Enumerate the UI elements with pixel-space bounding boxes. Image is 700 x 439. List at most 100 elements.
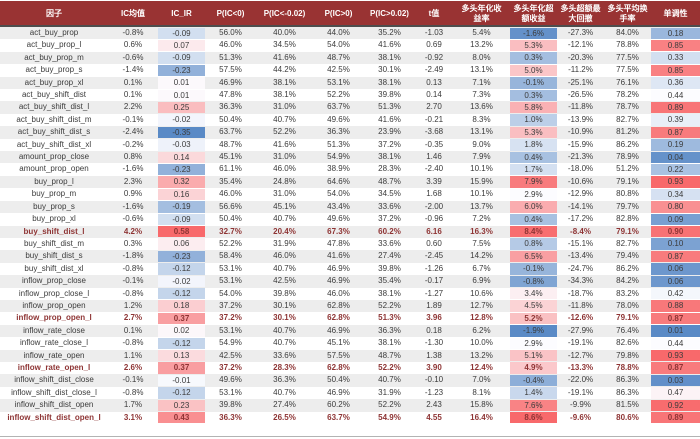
cell-value: 41.6% [378, 114, 401, 124]
cell-value: 37.2% [378, 214, 401, 224]
cell-value: 38.9% [327, 164, 350, 174]
cell-value: 76.1% [616, 77, 639, 87]
cell-value: 5.4% [472, 28, 491, 37]
cell-value: -0.35 [424, 139, 444, 149]
cell-value: 8.1% [472, 387, 491, 397]
cell-value: -19.1% [567, 338, 594, 348]
cell-heatmap-value: -0.01 [158, 374, 205, 387]
cell-value: -15.9% [567, 139, 594, 149]
cell-heatmap-value: 0.89 [651, 101, 700, 114]
cell-value: 51.3% [378, 313, 401, 323]
cell-value: 86.2% [616, 263, 639, 273]
cell-value: -12.6% [567, 313, 594, 323]
cell-heatmap-value: -1.9% [510, 325, 557, 337]
heatmap-swatch: 0.47 [651, 387, 700, 399]
cell-value: -1.8% [122, 251, 144, 261]
cell-value: -1.4% [122, 65, 144, 75]
cell-heatmap-value: -0.4% [510, 374, 557, 387]
cell-heatmap-value: 0.39 [651, 114, 700, 126]
cell-heatmap-value: 0.04 [651, 151, 700, 163]
cell-value: -12.1% [567, 40, 594, 50]
cell-heatmap-value: 0.01 [158, 89, 205, 101]
cell-value: 42.5% [219, 350, 242, 360]
table-row: act_buy_shift_dist_m -0.1% -0.02 50.4% 40.7%… [0, 113, 700, 127]
cell-value: 12.8% [470, 313, 493, 323]
cell-value: 15.8% [470, 400, 493, 410]
cell-value: 8.0% [472, 52, 491, 62]
cell-factor-name: inflow_prop_close [21, 276, 87, 286]
cell-factor-name: buy_shift_dist_m [23, 238, 85, 248]
cell-value: -19.1% [567, 387, 594, 397]
heatmap-swatch: -0.09 [158, 213, 205, 225]
heatmap-swatch: 0.07 [158, 39, 205, 52]
cell-value: 1.1% [123, 350, 143, 360]
cell-value: 78.7% [616, 102, 639, 112]
heatmap-swatch: 0.87 [651, 312, 700, 325]
heatmap-swatch: -0.8% [510, 275, 557, 288]
cell-value: 54.0% [327, 189, 350, 199]
heatmap-swatch: 0.25 [158, 101, 205, 114]
cell-factor-name: inflow_shift_dist_close_l [11, 387, 97, 397]
cell-value: 37.2% [219, 362, 242, 372]
cell-value: 38.1% [378, 77, 401, 87]
cell-value: 43.4% [327, 201, 350, 211]
heatmap-swatch: 0.01 [651, 325, 700, 337]
table-row: act_buy_prop_l 0.6% 0.07 46.0% 34.5% 54.0% 41.… [0, 39, 700, 52]
heatmap-swatch: 0.44 [651, 89, 700, 101]
cell-heatmap-value: 1.8% [510, 139, 557, 151]
cell-heatmap-value: 0.34 [651, 188, 700, 201]
cell-heatmap-value: 0.18 [651, 26, 700, 39]
cell-value: 46.0% [273, 251, 296, 261]
cell-value: 54.9% [378, 412, 401, 422]
cell-value: 46.9% [327, 387, 350, 397]
cell-value: 54.9% [219, 338, 242, 348]
table-row: act_buy_shift_dist_l 2.2% 0.25 36.3% 31.0% 63… [0, 101, 700, 114]
cell-value: -0.10 [424, 375, 444, 385]
cell-value: 36.3% [378, 325, 401, 335]
heatmap-swatch: -0.19 [158, 201, 205, 213]
cell-value: 46.0% [219, 189, 242, 199]
table-row: act_buy_shift_dist_s -2.4% -0.35 63.7% 52.2%… [0, 126, 700, 139]
cell-value: 40.0% [273, 28, 296, 37]
heatmap-swatch: 0.14 [158, 151, 205, 163]
heatmap-swatch: 5.3% [510, 126, 557, 139]
cell-value: 20.4% [273, 226, 296, 236]
cell-value: 36.3% [219, 102, 242, 112]
heatmap-swatch: 8.4% [510, 226, 557, 238]
cell-value: -0.17 [424, 276, 444, 286]
cell-value: -2.4% [122, 127, 144, 137]
cell-value: 47.8% [219, 90, 242, 100]
cell-value: 15.9% [470, 176, 493, 186]
cell-factor-name: act_buy_prop_l [26, 40, 82, 50]
heatmap-swatch: 0.85 [651, 64, 700, 77]
table-row: act_buy_prop_xl 0.1% 0.01 46.9% 38.1% 53.1% 38… [0, 76, 700, 90]
cell-heatmap-value: 0.44 [651, 337, 700, 350]
cell-value: -0.8% [122, 28, 144, 37]
cell-heatmap-value: 0.36 [651, 77, 700, 89]
cell-value: 81.2% [616, 127, 639, 137]
cell-value: 35.4% [219, 176, 242, 186]
table-row: buy_prop_s -1.6% -0.19 56.6% 45.1% 43.4% 33.6%… [0, 200, 700, 214]
cell-value: 14.2% [470, 251, 493, 261]
cell-value: -24.7% [567, 263, 594, 273]
cell-value: 53.1% [219, 263, 242, 273]
cell-value: -1.26 [424, 263, 444, 273]
table-row: buy_shift_dist_l 4.2% 0.58 32.7% 20.4% 67.3% 6… [0, 225, 700, 238]
cell-value: -26.5% [567, 90, 594, 100]
heatmap-swatch: 5.1% [510, 350, 557, 362]
cell-heatmap-value: 2.9% [510, 188, 557, 201]
cell-factor-name: buy_prop_s [33, 201, 75, 211]
cell-heatmap-value: -0.8% [510, 275, 557, 288]
cell-heatmap-value: 0.32 [158, 176, 205, 188]
cell-factor-name: act_buy_prop_s [25, 65, 83, 75]
heatmap-swatch: -0.1% [510, 263, 557, 275]
column-header-9: 多头年化超 额收益 [510, 1, 557, 27]
cell-value: -11.2% [568, 65, 593, 75]
heatmap-swatch: 0.87 [651, 250, 700, 263]
heatmap-swatch: -0.1% [510, 77, 557, 89]
cell-value: 62.8% [327, 300, 350, 310]
cell-value: 81.5% [616, 400, 639, 410]
cell-heatmap-value: -0.23 [158, 64, 205, 77]
cell-heatmap-value: 0.06 [651, 263, 700, 275]
cell-value: 42.5% [327, 65, 350, 75]
